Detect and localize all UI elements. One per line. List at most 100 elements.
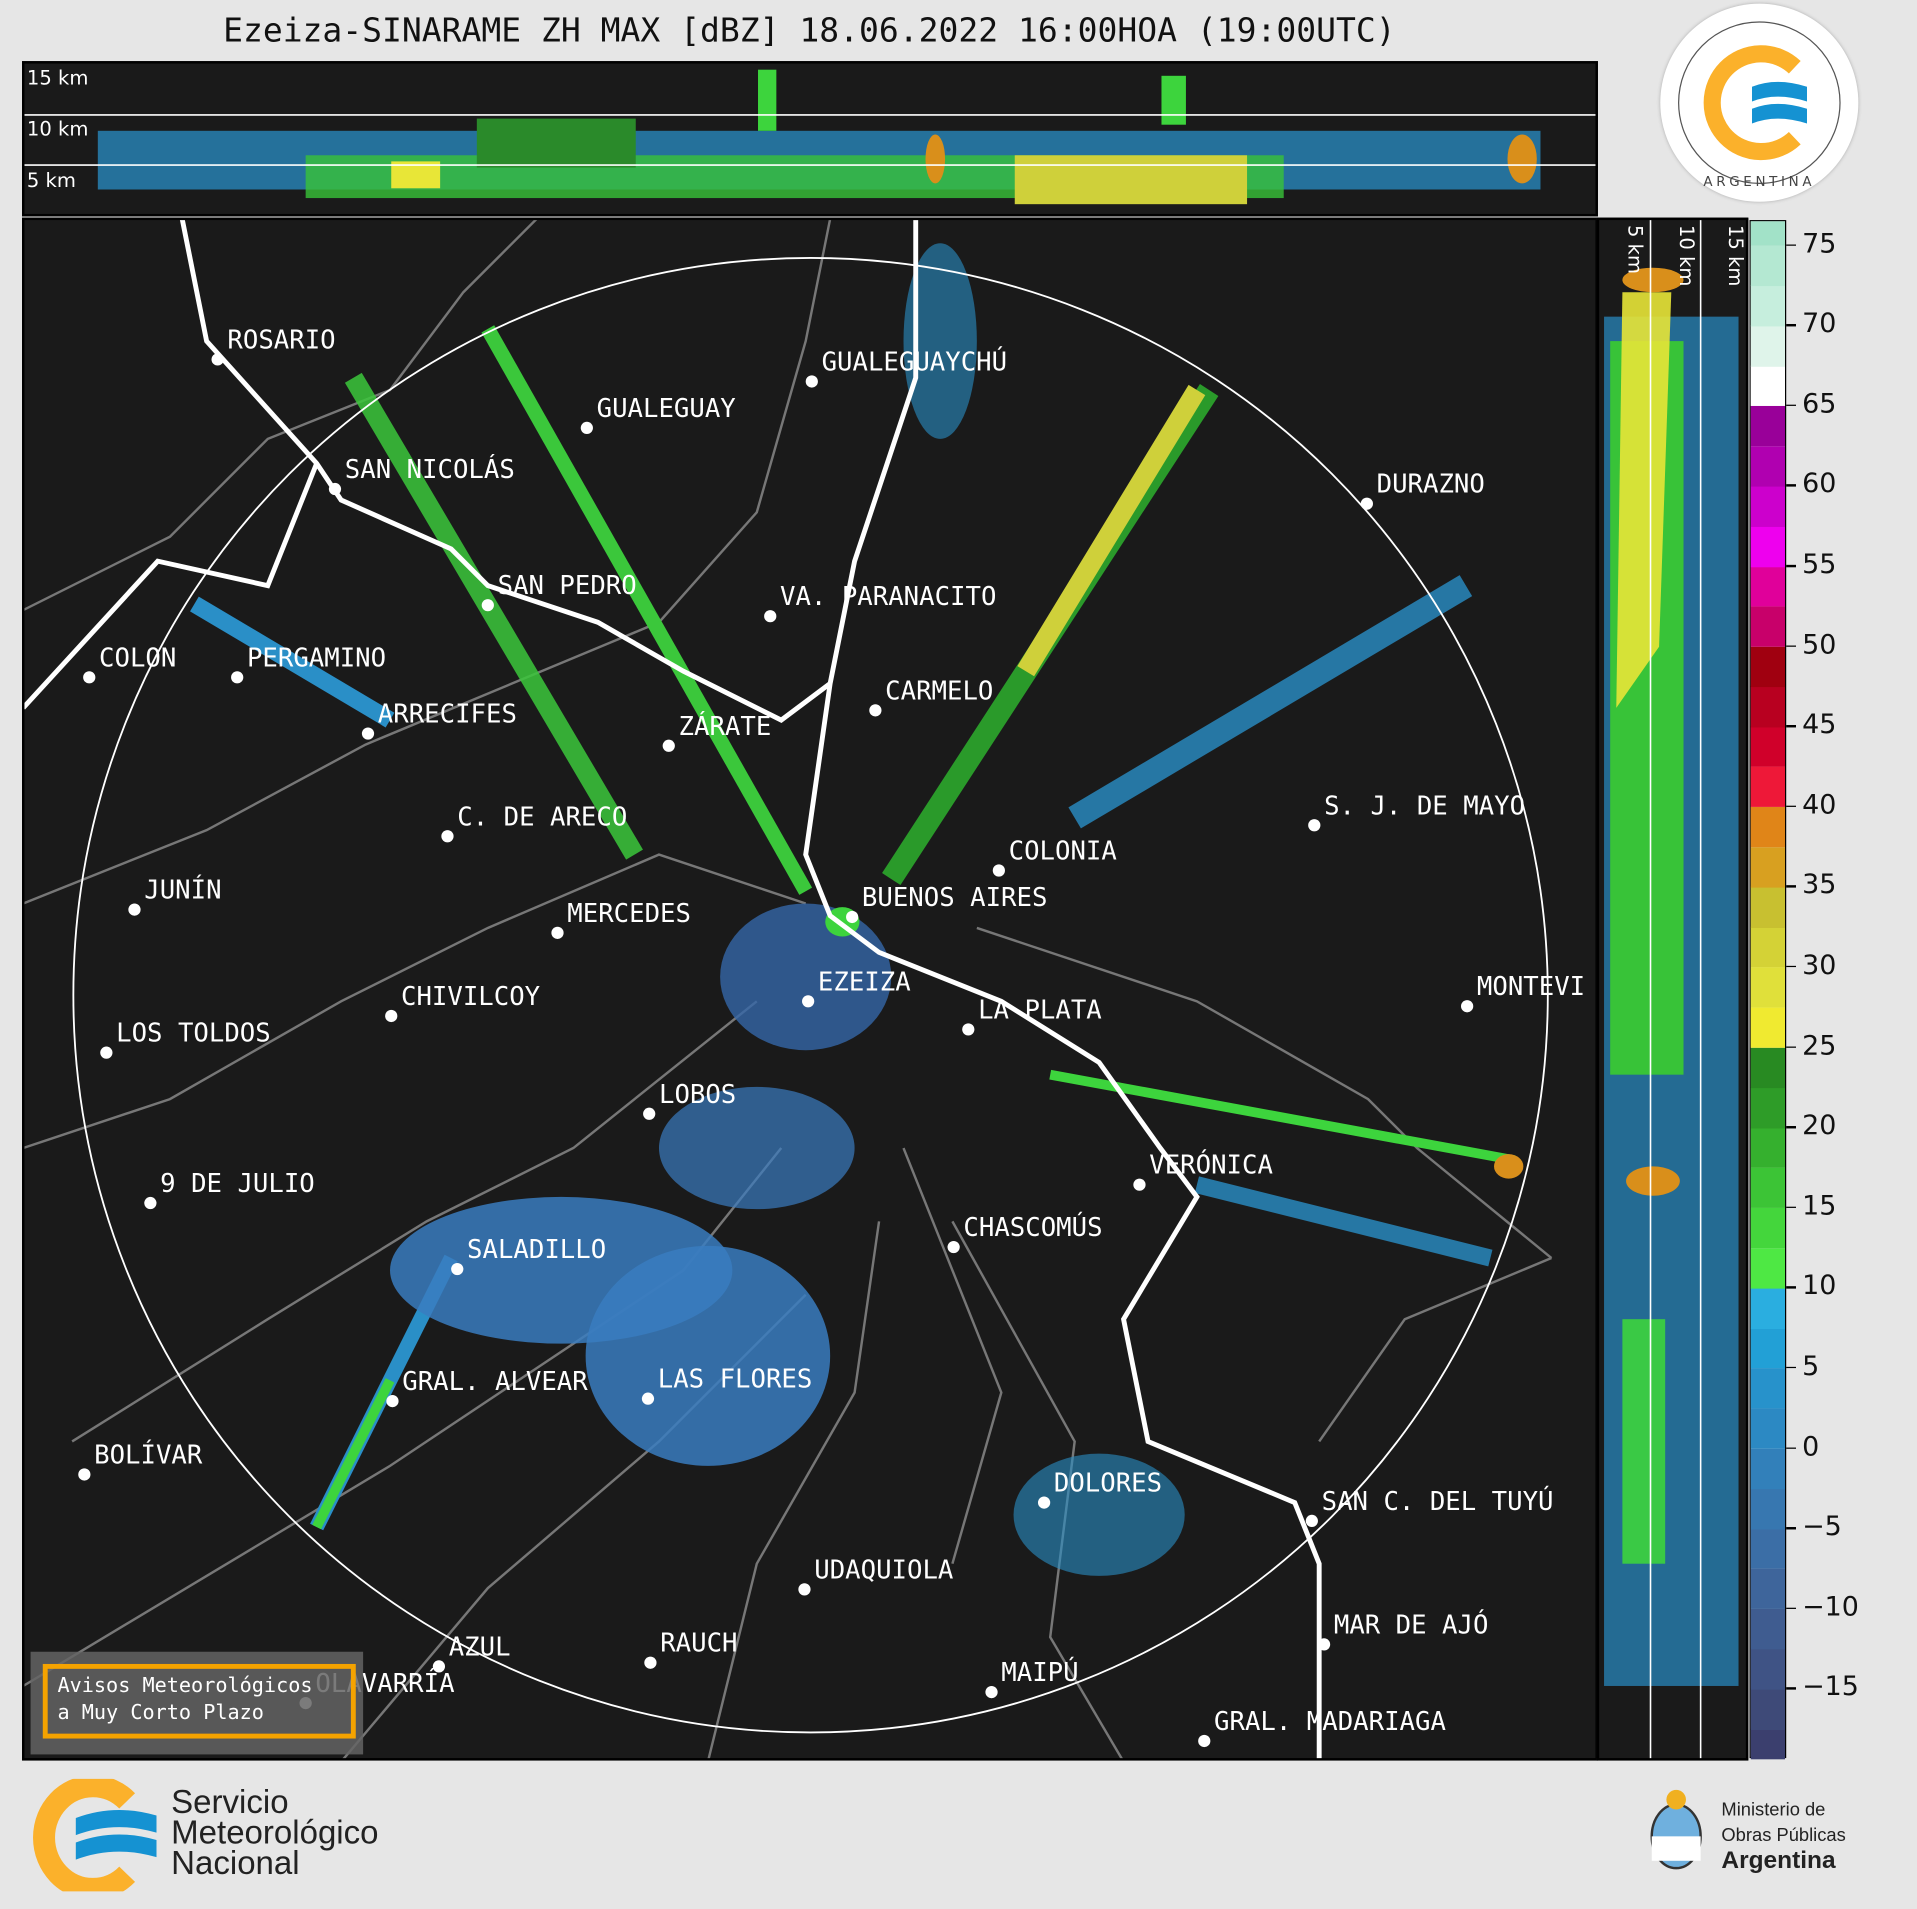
- colorbar-bin: [1750, 1327, 1785, 1369]
- colorbar-bin: [1750, 1528, 1785, 1570]
- city-label: CHIVILCOY: [401, 981, 541, 1012]
- colorbar-tick-label: −10: [1802, 1592, 1859, 1623]
- colorbar-tick-label: 70: [1802, 309, 1837, 340]
- ministry-line-3: Argentina: [1721, 1847, 1836, 1875]
- colorbar-bin: [1750, 766, 1785, 808]
- colorbar-tick: [1786, 1366, 1796, 1369]
- city-label: MAIPÚ: [1001, 1657, 1079, 1688]
- brand-line-1: Servicio: [171, 1783, 289, 1821]
- argentina-coat-of-arms-icon: [1644, 1787, 1708, 1875]
- colorbar-bin: [1750, 365, 1785, 407]
- colorbar-bin: [1750, 1568, 1785, 1610]
- brand-line-3: Nacional: [171, 1844, 300, 1882]
- city-dot: [1133, 1178, 1146, 1191]
- colorbar-bin: [1750, 1287, 1785, 1329]
- city-label: 9 DE JULIO: [160, 1168, 315, 1199]
- height-label-5km: 5 km: [26, 168, 76, 192]
- city-dot: [1317, 1638, 1331, 1651]
- colorbar-tick-label: 25: [1802, 1030, 1837, 1062]
- city-dot: [1360, 497, 1373, 510]
- colorbar-bin: [1750, 405, 1785, 447]
- map-layers: [24, 220, 1553, 1759]
- city-label: UDAQUIOLA: [814, 1555, 954, 1585]
- colorbar-bin: [1750, 285, 1785, 327]
- side-height-label-5km: 5 km: [1623, 224, 1647, 275]
- colorbar-bin: [1750, 686, 1785, 728]
- city-label: COLONIA: [1008, 836, 1117, 866]
- city-label: ROSARIO: [227, 325, 336, 355]
- city-dot: [128, 903, 141, 916]
- city-dot: [386, 1394, 399, 1408]
- city-label: CARMELO: [885, 676, 994, 706]
- city-dot: [78, 1468, 91, 1481]
- colorbar-tick: [1786, 564, 1796, 567]
- city-label: SAN NICOLÁS: [344, 454, 515, 485]
- colorbar-bin: [1750, 1367, 1785, 1409]
- city-dot: [1308, 819, 1321, 832]
- city-label: ARRECIFES: [377, 699, 517, 729]
- colorbar-bin: [1750, 1087, 1785, 1129]
- city-label: EZEIZA: [817, 967, 911, 997]
- city-dot: [481, 599, 494, 612]
- warning-line-1: Avisos Meteorológicos: [57, 1673, 313, 1697]
- colorbar-bin: [1750, 1047, 1785, 1088]
- colorbar-bin: [1750, 926, 1785, 968]
- colorbar-tick-label: 60: [1802, 469, 1837, 500]
- colorbar-tick: [1786, 1527, 1796, 1529]
- city-label: MONTEVI: [1476, 971, 1586, 1002]
- colorbar-tick-label: 20: [1802, 1110, 1837, 1142]
- city-dot: [1461, 1000, 1474, 1013]
- badge-text-argentina: ARGENTINA: [1703, 175, 1815, 190]
- warning-box[interactable]: Avisos Meteorológicos a Muy Corto Plazo: [30, 1651, 364, 1755]
- colorbar-tick: [1786, 1046, 1796, 1048]
- colorbar-bin: [1750, 1007, 1785, 1048]
- city-dot: [83, 671, 96, 684]
- city-dot: [641, 1392, 655, 1405]
- warning-line-2: a Muy Corto Plazo: [57, 1700, 264, 1724]
- city-dot: [432, 1660, 446, 1673]
- smn-footer-logo: [29, 1775, 163, 1900]
- city-dot: [869, 704, 882, 717]
- colorbar-tick-label: 35: [1802, 870, 1837, 901]
- colorbar-bin: [1750, 221, 1785, 246]
- city-label: MERCEDES: [567, 898, 691, 928]
- colorbar-tick: [1786, 404, 1796, 407]
- colorbar: [1749, 220, 1787, 1760]
- colorbar-tick-label: −5: [1802, 1511, 1842, 1543]
- colorbar-bin: [1750, 245, 1785, 287]
- vertical-profile-side: 5 km 10 km 15 km: [1596, 217, 1749, 1761]
- city-dot: [798, 1583, 811, 1596]
- colorbar-tick-label: 5: [1802, 1351, 1820, 1383]
- colorbar-bin: [1750, 1608, 1785, 1650]
- city-dot: [211, 353, 224, 366]
- colorbar-tick-label: 30: [1802, 950, 1837, 982]
- colorbar-tick: [1786, 1687, 1796, 1690]
- coastline-river: [24, 220, 1322, 1759]
- city-dot: [643, 1107, 656, 1120]
- city-label: JUNÍN: [144, 875, 222, 905]
- city-label: SALADILLO: [467, 1234, 607, 1265]
- colorbar-bin: [1750, 1648, 1785, 1690]
- city-dot: [231, 671, 244, 684]
- colorbar-tick-label: 75: [1802, 228, 1837, 260]
- city-label: GRAL. ALVEAR: [402, 1366, 588, 1397]
- city-dot: [328, 482, 342, 496]
- ministry-line-1: Ministerio de: [1721, 1799, 1826, 1821]
- city-dot: [361, 727, 375, 740]
- city-dot: [644, 1656, 657, 1669]
- city-dot: [846, 910, 859, 924]
- city-dot: [962, 1023, 975, 1036]
- city-dot: [947, 1240, 960, 1254]
- city-label: ZÁRATE: [678, 711, 772, 741]
- colorbar-bin: [1750, 325, 1785, 367]
- city-label: SAN C. DEL TUYÚ: [1321, 1486, 1554, 1517]
- city-label: GUALEGUAYCHÚ: [821, 347, 1008, 377]
- colorbar-tick: [1786, 1126, 1796, 1129]
- colorbar-tick-label: 15: [1802, 1191, 1837, 1222]
- city-label: COLON: [99, 643, 177, 673]
- colorbar-bin: [1750, 1167, 1785, 1209]
- side-height-label-10km: 10 km: [1674, 224, 1699, 287]
- colorbar-bin: [1750, 726, 1785, 768]
- side-profile-echoes: [1604, 220, 1739, 1759]
- city-label: AZUL: [448, 1632, 511, 1662]
